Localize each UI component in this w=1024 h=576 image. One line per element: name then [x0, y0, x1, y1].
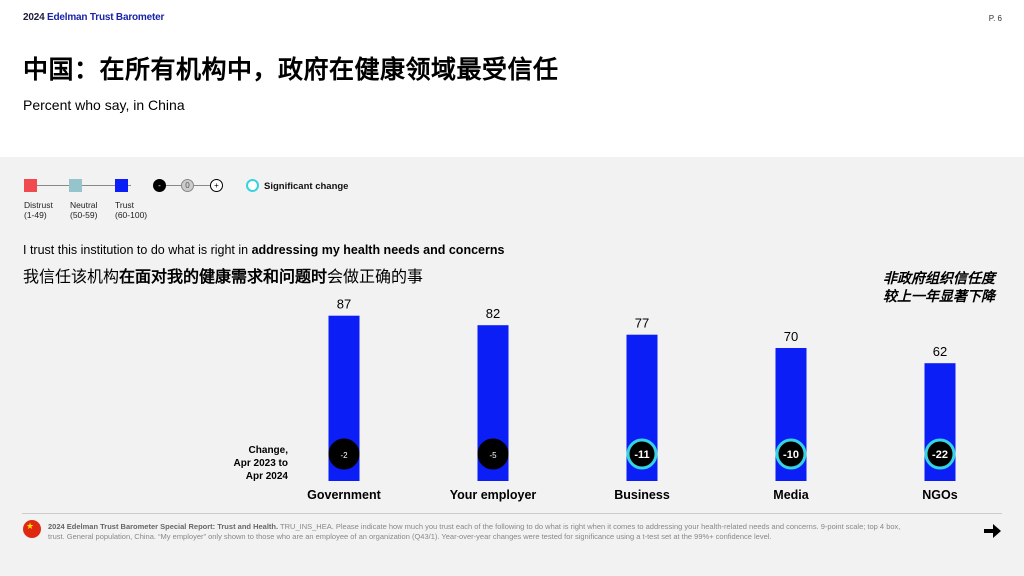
change-marker-0: [328, 438, 360, 470]
question-chinese: 我信任该机构在面对我的健康需求和问题时会做正确的事: [23, 269, 424, 286]
change-label-4: -22: [932, 449, 948, 461]
trust-label: Trust (60-100): [115, 200, 148, 220]
next-arrow-icon[interactable]: [982, 521, 1002, 541]
distrust-label: Distrust (1-49): [24, 200, 53, 220]
distrust-swatch: [24, 179, 37, 192]
change-marker-3: [775, 438, 807, 470]
value-label-3: 70: [784, 329, 798, 344]
question-english: I trust this institution to do what is r…: [23, 243, 505, 257]
change-row-label: Change, Apr 2023 to Apr 2024: [233, 445, 288, 482]
change-label-3: -10: [783, 449, 799, 461]
change-label-1: -5: [489, 451, 497, 460]
bar-chart: 87 -2 Government 82 -5 Your employer 77 -11 Busi…: [307, 297, 958, 502]
value-label-0: 87: [337, 297, 351, 312]
neutral-label: Neutral (50-59): [70, 200, 98, 220]
significant-change-icon: [246, 179, 259, 192]
change-marker-4: [924, 438, 956, 470]
category-label-1: Your employer: [450, 488, 537, 502]
source-note: 2024 Edelman Trust Barometer Special Rep…: [48, 522, 901, 541]
page-subtitle: Percent who say, in China: [23, 97, 185, 113]
change-label-2: -11: [634, 449, 649, 461]
header-area: 2024 Edelman Trust Barometer P. 6 中国：在所有…: [0, 0, 1024, 157]
change-marker-2: [626, 438, 658, 470]
legend: Distrust (1-49) Neutral (50-59) Trust (6…: [24, 178, 364, 224]
page-title: 中国：在所有机构中，政府在健康领域最受信任: [23, 56, 559, 84]
minus-change-icon: -: [153, 179, 166, 192]
trust-swatch: [115, 179, 128, 192]
footer-divider: [22, 513, 1002, 514]
page-number: P. 6: [988, 14, 1002, 23]
change-marker-1: [477, 438, 509, 470]
significant-change-label: Significant change: [264, 181, 349, 192]
brand-name: Edelman Trust Barometer: [47, 12, 165, 23]
callout-note: 非政府组织信任度 较上一年显著下降: [883, 270, 995, 304]
plus-change-icon: +: [210, 179, 223, 192]
zero-change-icon: 0: [181, 179, 194, 192]
value-label-2: 77: [635, 316, 649, 331]
category-label-2: Business: [614, 488, 670, 502]
neutral-swatch: [69, 179, 82, 192]
value-label-4: 62: [933, 344, 947, 359]
chart-panel: [0, 157, 1024, 576]
china-flag-icon: ★: [23, 520, 41, 538]
change-label-0: -2: [340, 451, 348, 460]
category-label-4: NGOs: [922, 488, 957, 502]
category-label-3: Media: [773, 488, 809, 502]
brand-logo: 2024 Edelman Trust Barometer: [23, 12, 165, 23]
category-label-0: Government: [307, 488, 381, 502]
value-label-1: 82: [486, 306, 500, 321]
